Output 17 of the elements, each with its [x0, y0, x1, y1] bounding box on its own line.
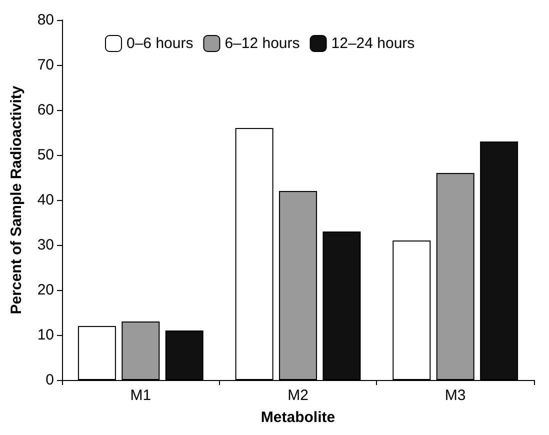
legend-label: 12–24 hours [331, 35, 415, 52]
x-tick-label: M2 [288, 387, 308, 404]
y-tick-label: 0 [46, 372, 54, 388]
y-tick-label: 70 [37, 56, 54, 74]
y-tick-label: 60 [37, 102, 54, 118]
legend-label: 6–12 hours [224, 35, 300, 52]
x-axis-title: Metabolite [260, 409, 336, 426]
y-tick-label: 40 [37, 192, 54, 208]
y-tick-label: 10 [37, 326, 54, 344]
y-tick-label: 20 [37, 282, 54, 298]
y-tick-label: 50 [37, 146, 54, 164]
x-tick-label: M3 [444, 387, 466, 404]
x-tick-label: M1 [130, 387, 152, 404]
y-tick-label: 80 [37, 12, 54, 28]
y-axis-title: Percent of Sample Radioactivity [8, 85, 25, 314]
legend-label: 0–6 hours [126, 35, 194, 52]
y-tick-label: 30 [37, 236, 54, 254]
